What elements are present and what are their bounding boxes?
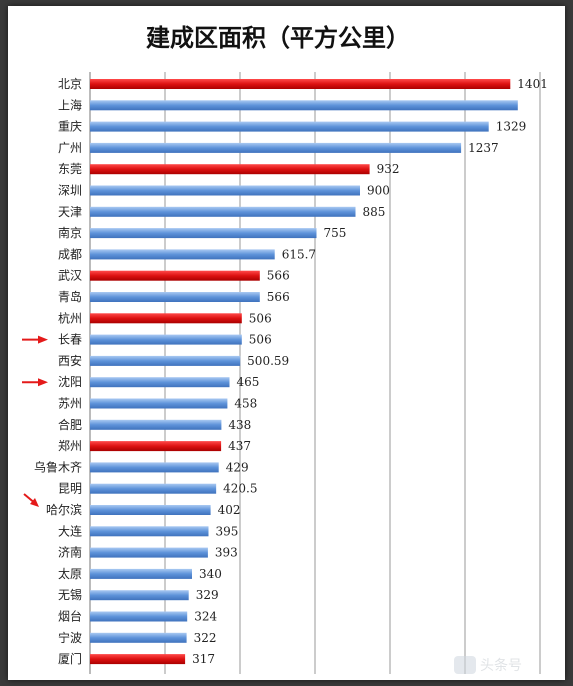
category-label: 广州 (58, 141, 82, 155)
value-label: 458 (234, 397, 257, 411)
category-label: 苏州 (58, 397, 82, 411)
value-label: 506 (249, 333, 272, 347)
bar-15 (90, 398, 228, 409)
bar-3 (90, 142, 462, 153)
value-label: 932 (377, 162, 400, 176)
category-label: 哈尔滨 (46, 502, 82, 517)
category-label: 南京 (58, 225, 82, 240)
category-label: 大连 (58, 523, 82, 538)
category-label: 合肥 (58, 417, 82, 432)
value-label: 615.7 (282, 247, 316, 261)
bar-21 (90, 526, 209, 537)
category-label: 宁波 (58, 630, 82, 645)
category-label: 成都 (58, 247, 82, 261)
value-label: 317 (192, 652, 215, 666)
bar-23 (90, 568, 192, 579)
bar-2 (90, 121, 489, 132)
category-label: 上海 (58, 97, 82, 112)
category-label: 太原 (58, 566, 82, 581)
bar-8 (90, 249, 275, 260)
watermark: 头条号 (454, 656, 522, 674)
value-label: 566 (267, 269, 290, 283)
category-label: 重庆 (58, 120, 82, 134)
bar-13 (90, 355, 241, 366)
red-arrow-icon (22, 378, 48, 387)
value-label: 429 (226, 460, 249, 474)
category-label: 杭州 (58, 310, 82, 325)
category-label: 天津 (58, 205, 82, 219)
value-label: 465 (237, 375, 260, 389)
bar-27 (90, 654, 186, 665)
category-label: 厦门 (58, 651, 82, 666)
watermark-text: 头条号 (480, 657, 522, 674)
value-label: 885 (363, 205, 386, 219)
bar-6 (90, 206, 356, 217)
value-label: 500.59 (247, 354, 289, 368)
bar-19 (90, 483, 217, 494)
value-label: 506 (249, 311, 272, 325)
value-label: 329 (196, 588, 219, 602)
value-label: 420.5 (223, 482, 257, 496)
value-label: 402 (218, 503, 241, 517)
value-label: 900 (367, 184, 390, 198)
bar-12 (90, 334, 242, 345)
category-label: 北京 (58, 77, 82, 91)
value-label: 438 (228, 418, 251, 432)
category-label: 长春 (58, 333, 82, 347)
red-arrow-icon (22, 335, 48, 344)
value-label: 1329 (496, 120, 527, 134)
red-arrow-icon (23, 493, 39, 507)
bar-18 (90, 462, 219, 473)
value-label: 1401 (517, 77, 548, 91)
category-label: 昆明 (58, 482, 82, 496)
category-label: 青岛 (58, 289, 82, 304)
chart-frame: 建成区面积（平方公里） 北京 1401 上海重庆 1329 广州 1237 东莞 932 深圳 9… (8, 6, 565, 680)
bar-20 (90, 505, 211, 515)
category-label: 无锡 (58, 587, 82, 602)
gridlines (89, 72, 541, 674)
value-label: 340 (199, 567, 222, 581)
category-label: 武汉 (58, 269, 82, 283)
category-label: 乌鲁木齐 (34, 459, 82, 474)
category-label: 西安 (58, 353, 82, 368)
value-label: 324 (194, 610, 217, 624)
bar-22 (90, 547, 208, 558)
bars (90, 79, 518, 665)
bar-17 (90, 441, 222, 452)
category-label: 沈阳 (58, 374, 82, 389)
bar-7 (90, 228, 317, 239)
watermark-badge (454, 656, 476, 674)
category-label: 烟台 (58, 609, 82, 624)
value-label: 755 (324, 226, 347, 240)
chart-title: 建成区面积（平方公里） (146, 23, 410, 52)
value-label: 395 (216, 524, 239, 538)
value-label: 437 (228, 439, 251, 453)
bar-26 (90, 632, 187, 643)
value-label: 393 (215, 546, 238, 560)
bar-5 (90, 185, 360, 196)
category-label: 深圳 (58, 184, 82, 198)
bar-10 (90, 292, 260, 302)
bar-1 (90, 100, 518, 111)
bar-11 (90, 313, 242, 324)
category-label: 郑州 (58, 438, 82, 453)
bar-4 (90, 164, 370, 175)
value-label: 1237 (468, 141, 499, 155)
bar-9 (90, 270, 260, 281)
bar-25 (90, 611, 188, 622)
annotation-arrows (22, 335, 48, 507)
bar-24 (90, 590, 189, 601)
value-label: 566 (267, 290, 290, 304)
bar-0 (90, 79, 511, 89)
value-label: 322 (194, 631, 217, 645)
category-label: 济南 (58, 545, 82, 560)
category-label: 东莞 (58, 162, 82, 176)
bar-16 (90, 419, 222, 430)
bar-14 (90, 377, 230, 388)
